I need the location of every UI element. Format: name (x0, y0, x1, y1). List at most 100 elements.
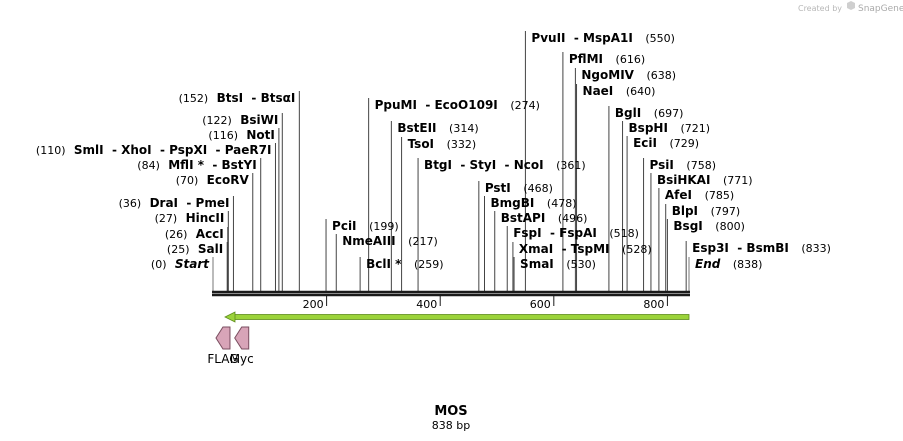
enzyme-label[interactable]: BlpI (797) (672, 204, 740, 218)
cut-position: (638) (647, 69, 677, 82)
enzyme-label[interactable]: BsgI (800) (673, 219, 744, 233)
enzyme-name: SalI (198, 242, 223, 256)
snapgene-logo-icon (847, 1, 855, 10)
credit-brand: SnapGene (858, 4, 903, 14)
enzyme-label[interactable]: PciI (199) (332, 219, 399, 233)
enzyme-label[interactable]: BstEII (314) (397, 121, 478, 135)
enzyme-name: BspHI (629, 121, 668, 135)
enzyme-name: FspI (513, 226, 541, 240)
cut-position: (110) (36, 144, 66, 157)
enzyme-label[interactable]: FspI - FspAI (518) (513, 226, 639, 240)
enzyme-label[interactable]: (25) SalI (167, 242, 223, 256)
enzyme-name: BsiWI (240, 113, 278, 127)
enzyme-label[interactable]: NaeI (640) (583, 84, 656, 98)
enzyme-label[interactable]: AfeI (785) (665, 188, 734, 202)
enzyme-label[interactable]: PvuII - MspA1I (550) (531, 31, 675, 45)
enzyme-label[interactable]: (152) BtsI - BtsαI (179, 91, 296, 105)
feature-arrow[interactable] (215, 326, 231, 350)
enzyme-label[interactable]: (84) MflI * - BstYI (137, 158, 256, 172)
enzyme-name: AccI (196, 227, 224, 241)
ruler-tick-label: 600 (530, 298, 551, 311)
snapgene-credit: Created by SnapGene (798, 1, 903, 14)
enzyme-label[interactable]: NmeAIII (217) (342, 234, 438, 248)
enzyme-label[interactable]: PflMI (616) (569, 52, 645, 66)
enzyme-name: End (695, 257, 721, 271)
enzyme-name: SmaI (520, 257, 554, 271)
cut-position: (84) (137, 159, 160, 172)
cut-position: (550) (645, 32, 675, 45)
enzyme-labels: (0) Start(25) SalI(26) AccI(27) HincII(3… (36, 31, 831, 271)
cut-position: (314) (449, 122, 479, 135)
enzyme-label[interactable]: XmaI - TspMI (528) (519, 242, 652, 256)
enzyme-label[interactable]: (122) BsiWI (202, 113, 278, 127)
enzyme-name: BlpI (672, 204, 698, 218)
enzyme-label[interactable]: BtgI - StyI - NcoI (361) (424, 158, 586, 172)
enzyme-name: BtsαI (261, 91, 296, 105)
cut-position: (729) (670, 137, 700, 150)
enzyme-label[interactable]: (36) DraI - PmeI (119, 196, 230, 210)
enzyme-label[interactable]: End (838) (695, 257, 762, 271)
enzyme-name: PstI (485, 181, 511, 195)
cut-position: (640) (626, 85, 656, 98)
ruler: 200 400 600 800 (303, 295, 668, 311)
enzyme-label[interactable]: PsiI (758) (650, 158, 716, 172)
enzyme-label[interactable]: BclI * (259) (366, 257, 443, 271)
enzyme-label[interactable]: Esp3I - BsmBI (833) (692, 241, 831, 255)
enzyme-name: EcoO109I (434, 98, 497, 112)
cut-position: (528) (622, 243, 652, 256)
enzyme-label[interactable]: (116) NotI (208, 128, 274, 142)
enzyme-label[interactable]: BsiHKAI (771) (657, 173, 753, 187)
cut-position: (116) (208, 129, 238, 142)
cut-position: (259) (414, 258, 444, 271)
enzyme-label[interactable]: EciI (729) (633, 136, 699, 150)
enzyme-label[interactable]: (110) SmlI - XhoI - PspXI - PaeR7I (36, 143, 272, 157)
enzyme-name: PsiI (650, 158, 674, 172)
ruler-tick-label: 800 (643, 298, 664, 311)
enzyme-label[interactable]: SmaI (530) (520, 257, 596, 271)
cut-position: (27) (155, 212, 178, 225)
enzyme-label[interactable]: BstAPI (496) (501, 211, 588, 225)
enzyme-name: Esp3I (692, 241, 729, 255)
enzyme-name: BglI (615, 106, 641, 120)
orf-arrow-body[interactable] (232, 314, 690, 320)
enzyme-label[interactable]: PstI (468) (485, 181, 553, 195)
enzyme-label[interactable]: TsoI (332) (408, 137, 477, 151)
enzyme-label[interactable]: (27) HincII (155, 211, 225, 225)
enzyme-name: BstYI (222, 158, 257, 172)
enzyme-name: BclI * (366, 257, 402, 271)
cut-position: (199) (369, 220, 399, 233)
enzyme-name: BstAPI (501, 211, 546, 225)
ruler-tick-label: 200 (303, 298, 324, 311)
enzyme-name: EcoRV (207, 173, 250, 187)
enzyme-name: PmeI (196, 196, 230, 210)
feature-arrow[interactable] (234, 326, 250, 350)
enzyme-label[interactable]: (26) AccI (165, 227, 224, 241)
enzyme-label[interactable]: BglI (697) (615, 106, 683, 120)
enzyme-name: BsmBI (746, 241, 788, 255)
enzyme-name: FspAI (559, 226, 597, 240)
cut-position: (771) (723, 174, 753, 187)
enzyme-name: AfeI (665, 188, 692, 202)
enzyme-name: SmlI (74, 143, 104, 157)
enzyme-name: MspA1I (583, 31, 633, 45)
enzyme-name: HincII (186, 211, 225, 225)
enzyme-name: NgoMIV (581, 68, 634, 82)
cut-position: (530) (566, 258, 596, 271)
cut-position: (152) (179, 92, 209, 105)
enzyme-label[interactable]: NgoMIV (638) (581, 68, 676, 82)
cut-position: (26) (165, 228, 188, 241)
enzyme-name: TspMI (571, 242, 610, 256)
ruler-tick-label: 400 (416, 298, 437, 311)
enzyme-name: BsiHKAI (657, 173, 711, 187)
enzyme-label[interactable]: BmgBI (478) (491, 196, 577, 210)
cut-position: (478) (547, 197, 577, 210)
cut-position: (25) (167, 243, 190, 256)
enzyme-label[interactable]: BspHI (721) (629, 121, 711, 135)
enzyme-label[interactable]: (70) EcoRV (176, 173, 250, 187)
orf-arrow-head[interactable] (224, 311, 236, 323)
cut-position: (800) (715, 220, 745, 233)
cut-position: (838) (733, 258, 763, 271)
enzyme-label[interactable]: (0) Start (151, 257, 210, 271)
enzyme-label[interactable]: PpuMI - EcoO109I (274) (375, 98, 540, 112)
